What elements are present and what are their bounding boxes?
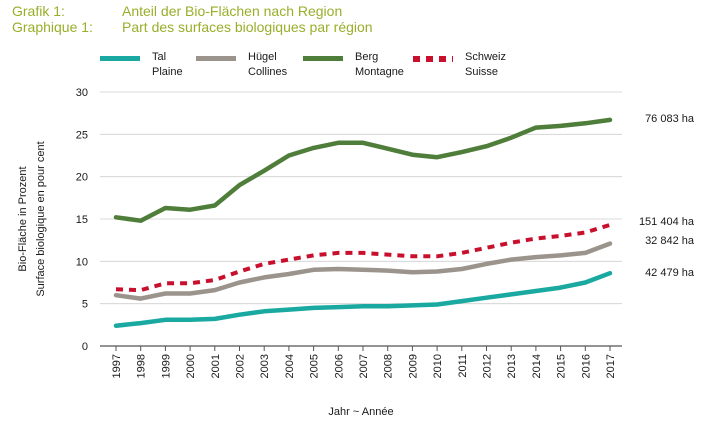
end-label-tal: 42 479 ha	[645, 267, 695, 279]
x-tick-label: 2007	[358, 354, 370, 378]
x-tick-label: 2016	[580, 354, 592, 378]
legend-swatch-schweiz	[413, 56, 453, 62]
x-tick-label: 2009	[407, 354, 419, 378]
y-tick-label: 20	[76, 172, 88, 184]
legend-item-berg: Berg Montagne	[303, 50, 404, 80]
legend-swatch-berg	[303, 56, 343, 61]
y-tick-label: 10	[76, 256, 88, 268]
x-tick-label: 1999	[160, 354, 172, 378]
x-tick-label: 2003	[259, 354, 271, 378]
legend-item-tal: Tal Plaine	[100, 50, 183, 80]
x-tick-label: 2014	[531, 354, 543, 378]
legend-label-schweiz: Schweiz Suisse	[465, 51, 506, 78]
x-tick-label: 2000	[185, 354, 197, 378]
chart-title-fr: Part des surfaces biologiques par région	[122, 19, 373, 35]
y-tick-label: 15	[76, 214, 88, 226]
x-tick-label: 2013	[506, 354, 518, 378]
x-tick-label: 2015	[556, 354, 568, 378]
end-label-berg: 76 083 ha	[645, 113, 695, 125]
x-tick-label: 2001	[210, 354, 222, 378]
y-axis-title-de: Bio-Fläche in Prozent	[17, 166, 29, 271]
series-line-schweiz	[115, 222, 611, 293]
y-tick-label: 5	[82, 299, 88, 311]
y-tick-label: 30	[76, 87, 88, 99]
x-tick-label: 2010	[432, 354, 444, 378]
end-label-huegel: 32 842 ha	[645, 235, 695, 247]
legend-label-berg: Berg Montagne	[355, 51, 404, 78]
x-tick-label: 1997	[111, 354, 123, 378]
legend-label-huegel: Hügel Collines	[248, 51, 288, 78]
y-axis-title-fr: Surface biologique en pour cent	[35, 141, 47, 296]
x-tick-label: 2002	[235, 354, 247, 378]
series-line-tal	[113, 270, 613, 328]
x-tick-label: 2005	[309, 354, 321, 378]
chart-title-de: Anteil der Bio-Flächen nach Region	[122, 3, 343, 19]
legend-item-huegel: Hügel Collines	[196, 50, 287, 80]
legend-item-schweiz: Schweiz Suisse	[413, 50, 506, 80]
figure-label-fr: Graphique 1:	[12, 19, 93, 35]
x-tick-label: 2011	[457, 354, 469, 378]
x-axis-title: Jahr ~ Année	[328, 406, 393, 418]
y-tick-label: 25	[76, 129, 88, 141]
x-tick-label: 2017	[605, 354, 617, 378]
x-tick-label: 2012	[482, 354, 494, 378]
legend-swatch-tal	[100, 56, 140, 61]
figure-label-de: Grafik 1:	[12, 3, 65, 19]
series-line-berg	[113, 117, 613, 223]
series-line-huegel	[113, 241, 613, 301]
x-tick-label: 1998	[136, 354, 148, 378]
x-tick-label: 2006	[333, 354, 345, 378]
legend-label-tal: Tal Plaine	[152, 51, 183, 78]
x-tick-label: 2008	[383, 354, 395, 378]
legend-swatch-huegel	[196, 56, 236, 61]
y-tick-label: 0	[82, 341, 88, 353]
x-tick-label: 2004	[284, 354, 296, 378]
end-label-schweiz: 151 404 ha	[639, 216, 695, 228]
